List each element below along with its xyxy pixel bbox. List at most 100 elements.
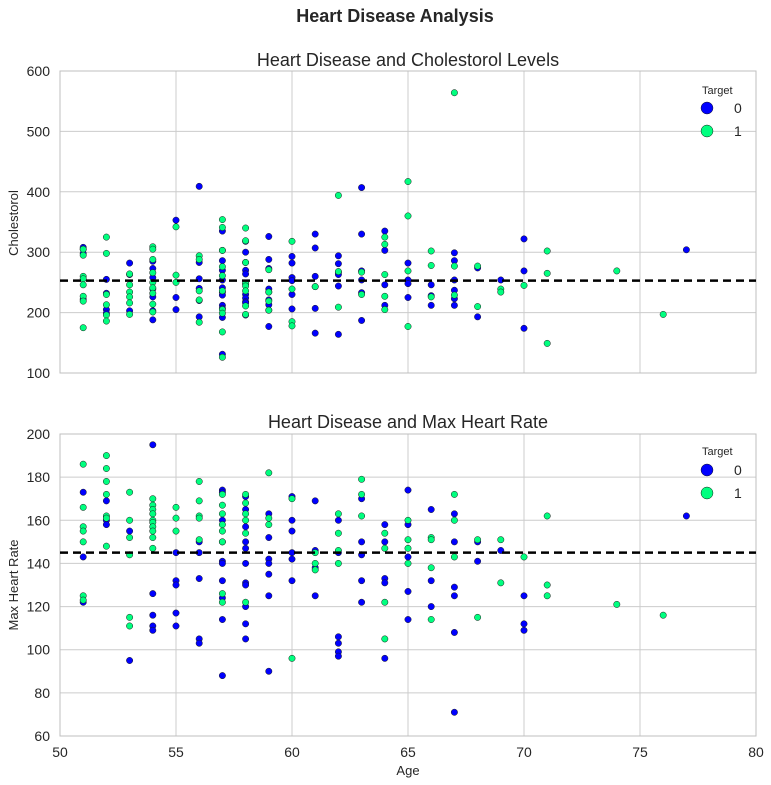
heart-rate-legend: Target 0 1 [700, 446, 742, 501]
data-point-target-0 [381, 281, 389, 289]
data-point-target-1 [543, 269, 551, 277]
data-point-target-1 [497, 536, 505, 544]
data-point-target-1 [659, 611, 667, 619]
data-point-target-0 [381, 538, 389, 546]
data-point-target-1 [102, 514, 110, 522]
data-point-target-1 [265, 297, 273, 305]
y-tick-label: 200 [27, 426, 51, 442]
data-point-target-0 [311, 244, 319, 252]
data-point-target-1 [334, 559, 342, 567]
data-point-target-0 [682, 512, 690, 520]
heart-rate-subplot: Heart Disease and Max Heart Rate 60 80 100… [6, 412, 764, 778]
data-point-target-1 [381, 240, 389, 248]
data-point-target-1 [334, 303, 342, 311]
data-point-target-1 [195, 478, 203, 485]
data-point-target-1 [149, 300, 157, 308]
data-point-target-0 [520, 235, 528, 243]
data-point-target-0 [126, 527, 134, 535]
data-point-target-0 [149, 626, 157, 634]
x-tick-label: 55 [168, 744, 184, 760]
data-point-target-1 [102, 452, 110, 460]
data-point-target-1 [404, 559, 412, 567]
data-point-target-0 [172, 306, 180, 314]
y-tick-label: 180 [27, 469, 51, 485]
data-point-target-1 [404, 536, 412, 544]
data-point-target-1 [218, 272, 226, 280]
data-point-target-0 [172, 581, 180, 589]
data-point-target-1 [450, 516, 458, 524]
data-point-target-0 [404, 294, 412, 301]
data-point-target-1 [218, 501, 226, 509]
y-tick-label: 300 [27, 244, 51, 260]
data-point-target-0 [172, 216, 180, 224]
data-point-target-0 [334, 260, 342, 268]
data-point-target-1 [288, 237, 296, 245]
data-point-target-1 [242, 224, 250, 232]
data-point-target-1 [242, 598, 250, 606]
data-point-target-1 [265, 288, 273, 296]
data-point-target-0 [218, 616, 226, 623]
data-point-target-1 [474, 536, 482, 544]
data-point-target-0 [149, 316, 157, 324]
data-point-target-1 [126, 281, 134, 289]
cholesterol-subplot: Heart Disease and Cholestorol Levels 100… [6, 50, 757, 381]
data-point-target-1 [311, 566, 319, 574]
data-point-target-1 [218, 527, 226, 535]
data-point-target-1 [242, 510, 250, 518]
data-point-target-0 [311, 304, 319, 312]
data-point-target-1 [79, 538, 87, 546]
data-point-target-1 [218, 287, 226, 295]
heart-rate-x-ticks: 50 55 60 65 70 75 80 [52, 744, 764, 760]
data-point-target-0 [520, 267, 528, 275]
data-point-target-0 [311, 592, 319, 600]
data-point-target-1 [242, 310, 250, 318]
data-point-target-1 [358, 490, 366, 498]
data-point-target-1 [218, 246, 226, 254]
data-point-target-0 [288, 305, 296, 313]
data-point-target-1 [474, 262, 482, 270]
data-point-target-1 [102, 465, 110, 472]
data-point-target-0 [358, 317, 366, 324]
data-point-target-1 [79, 245, 87, 253]
y-tick-label: 200 [27, 305, 51, 321]
data-point-target-0 [474, 557, 482, 565]
data-point-target-0 [358, 577, 366, 585]
data-point-target-1 [288, 495, 296, 503]
data-point-target-1 [358, 268, 366, 276]
data-point-target-0 [450, 583, 458, 591]
data-point-target-1 [126, 310, 134, 318]
data-point-target-1 [265, 521, 273, 529]
y-tick-label: 400 [27, 184, 51, 200]
data-point-target-1 [126, 270, 134, 278]
data-point-target-0 [334, 633, 342, 641]
data-point-target-1 [427, 616, 435, 623]
data-point-target-0 [450, 592, 458, 600]
data-point-target-0 [450, 510, 458, 518]
legend-title: Target [702, 446, 733, 458]
data-point-target-1 [126, 622, 134, 630]
data-point-target-0 [311, 497, 319, 505]
data-point-target-1 [520, 553, 528, 561]
data-point-target-1 [149, 534, 157, 541]
data-point-target-0 [102, 521, 110, 529]
data-point-target-1 [497, 288, 505, 296]
data-point-target-1 [218, 309, 226, 317]
data-point-target-0 [450, 249, 458, 257]
data-point-target-0 [358, 538, 366, 546]
heart-rate-chart-title: Heart Disease and Max Heart Rate [268, 412, 548, 432]
data-point-target-0 [242, 544, 250, 552]
data-point-target-0 [404, 588, 412, 595]
data-point-target-0 [288, 577, 296, 585]
data-point-target-0 [265, 233, 273, 240]
x-tick-label: 70 [516, 744, 532, 760]
data-point-target-1 [288, 285, 296, 293]
data-point-target-1 [126, 516, 134, 524]
data-point-target-0 [520, 592, 528, 600]
data-point-target-1 [79, 297, 87, 305]
data-point-target-1 [543, 247, 551, 255]
data-point-target-1 [126, 299, 134, 307]
data-point-target-0 [311, 230, 319, 238]
data-point-target-1 [450, 490, 458, 498]
data-point-target-1 [381, 529, 389, 537]
data-point-target-0 [149, 611, 157, 619]
